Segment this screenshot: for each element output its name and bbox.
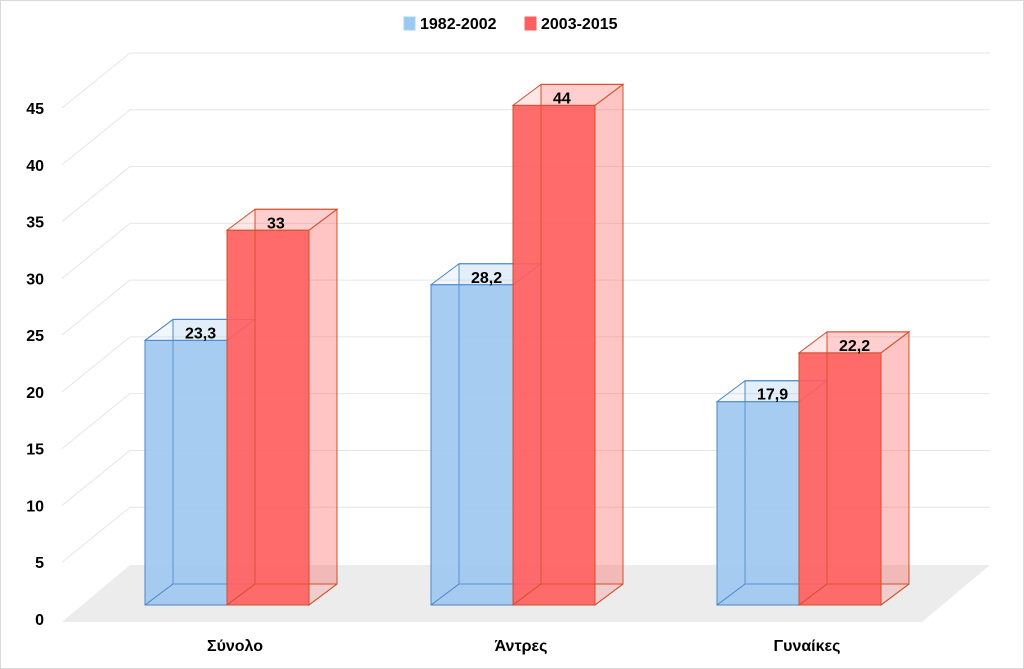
gridline bbox=[61, 449, 990, 506]
bar bbox=[797, 330, 911, 606]
bar-side-face bbox=[308, 208, 338, 606]
data-label: 17,9 bbox=[757, 387, 788, 404]
bar-front-face bbox=[512, 104, 596, 606]
gridline bbox=[61, 222, 990, 279]
bar-front-face bbox=[430, 284, 514, 606]
bar-floor-edge bbox=[430, 583, 460, 606]
bar bbox=[225, 208, 339, 606]
bar-floor-edge bbox=[798, 583, 828, 606]
y-tick-label: 35 bbox=[26, 215, 44, 232]
data-label: 44 bbox=[553, 90, 571, 107]
data-labels: 23,3 33 28,2 44 17,9 22,2 bbox=[185, 90, 870, 403]
y-tick-label: 5 bbox=[35, 555, 44, 572]
bar-floor-edge bbox=[716, 583, 746, 606]
bar bbox=[511, 83, 625, 606]
bar-side-face bbox=[594, 83, 624, 606]
gridlines bbox=[61, 52, 990, 563]
legend-label: 1982-2002 bbox=[420, 16, 497, 33]
bars bbox=[143, 83, 911, 606]
gridline bbox=[61, 336, 990, 393]
data-label: 28,2 bbox=[471, 270, 502, 287]
gridline bbox=[61, 506, 990, 563]
bar-floor-edge bbox=[308, 583, 338, 606]
x-axis: Σύνολο Άντρες Γυναίκες bbox=[207, 638, 841, 655]
y-tick-label: 10 bbox=[26, 498, 44, 515]
y-tick-label: 45 bbox=[26, 101, 44, 118]
y-tick-label: 25 bbox=[26, 328, 44, 345]
bar-front-face bbox=[716, 401, 800, 606]
gridline bbox=[61, 166, 990, 222]
gridline bbox=[61, 109, 990, 166]
legend-swatch bbox=[403, 16, 416, 31]
x-tick-label: Άντρες bbox=[495, 638, 548, 655]
gridline bbox=[61, 52, 990, 109]
bar-floor-edge bbox=[880, 583, 910, 606]
bar-floor-edge bbox=[594, 583, 624, 606]
bar-front-face bbox=[798, 352, 882, 606]
y-tick-label: 20 bbox=[26, 385, 44, 402]
data-label: 22,2 bbox=[839, 338, 870, 355]
y-tick-label: 15 bbox=[26, 442, 44, 459]
bar-floor-edge bbox=[512, 583, 542, 606]
legend-label: 2003-2015 bbox=[541, 16, 618, 33]
y-axis: 0 5 10 15 20 25 30 35 40 45 bbox=[26, 101, 44, 629]
data-label: 33 bbox=[267, 215, 285, 232]
x-tick-label: Σύνολο bbox=[207, 638, 263, 655]
y-tick-label: 0 bbox=[35, 612, 44, 629]
bar-floor-edge bbox=[144, 583, 174, 606]
bar-front-face bbox=[226, 229, 310, 606]
legend: 1982-2002 2003-2015 bbox=[403, 16, 618, 33]
gridline bbox=[61, 279, 990, 336]
y-tick-label: 30 bbox=[26, 271, 44, 288]
y-tick-label: 40 bbox=[26, 158, 44, 175]
gridline bbox=[61, 393, 990, 450]
x-tick-label: Γυναίκες bbox=[774, 638, 841, 655]
data-label: 23,3 bbox=[185, 325, 216, 342]
bar-front-face bbox=[144, 339, 228, 606]
legend-swatch bbox=[524, 16, 537, 31]
bar-floor-edge bbox=[226, 583, 256, 606]
bar-side-face bbox=[880, 330, 910, 606]
